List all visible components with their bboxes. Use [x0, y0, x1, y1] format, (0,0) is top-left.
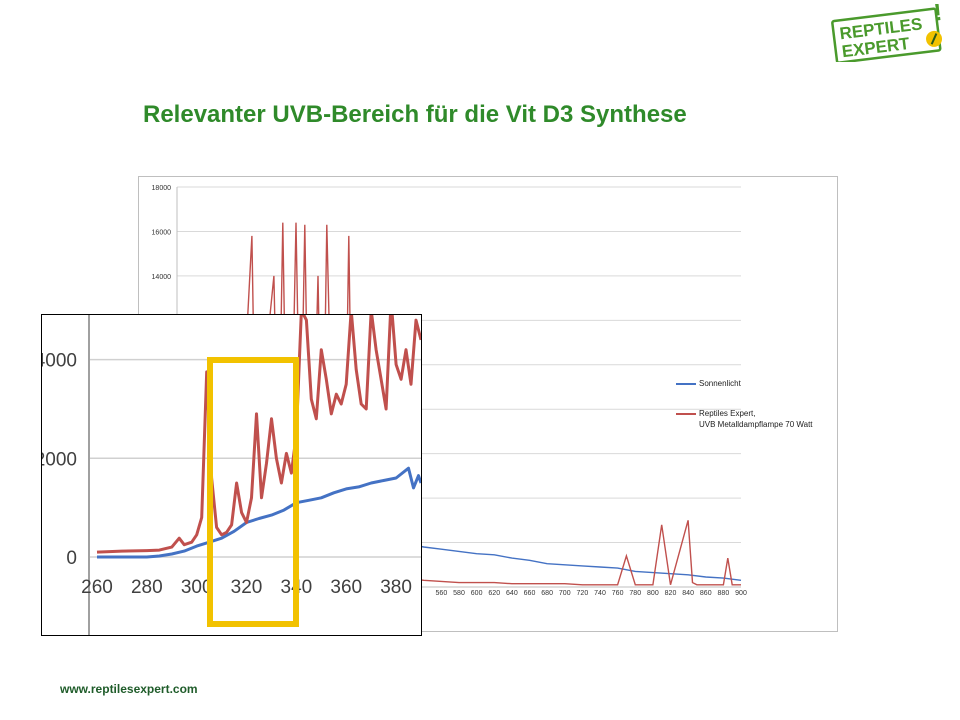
- logo-slash-icon: [930, 33, 938, 45]
- y-tick-label: 18000: [152, 185, 172, 192]
- x-tick-label: 800: [647, 590, 659, 597]
- inset-x-tick-label: 380: [380, 577, 412, 598]
- inset-series-line-lamp: [96, 315, 421, 554]
- legend-label-lamp: Reptiles Expert, UVB Metalldampflampe 70…: [699, 409, 813, 429]
- logo-exclamation: !: [932, 4, 943, 27]
- x-tick-label: 720: [577, 590, 589, 597]
- x-tick-label: 860: [700, 590, 712, 597]
- reptiles-expert-logo: REPTILES EXPERT !: [828, 0, 956, 64]
- x-tick-label: 660: [524, 590, 536, 597]
- footer-url[interactable]: www.reptilesexpert.com: [60, 682, 198, 696]
- inset-y-tick-label: 0: [66, 548, 77, 569]
- x-tick-label: 560: [436, 590, 448, 597]
- inset-y-tick-label: 2000: [42, 449, 77, 470]
- x-tick-label: 880: [718, 590, 730, 597]
- x-tick-label: 600: [471, 590, 483, 597]
- inset-x-tick-label: 300: [181, 577, 213, 598]
- x-tick-label: 580: [453, 590, 465, 597]
- inset-x-tick-label: 280: [131, 577, 163, 598]
- inset-x-tick-label: 320: [231, 577, 263, 598]
- inset-series-line-sonnenlicht: [97, 466, 421, 559]
- x-tick-label: 760: [612, 590, 624, 597]
- x-tick-label: 820: [665, 590, 677, 597]
- logo-graphic: REPTILES EXPERT !: [831, 0, 943, 64]
- x-tick-label: 680: [541, 590, 553, 597]
- inset-chart-svg: 020004000260280300320340360380: [42, 315, 421, 635]
- y-tick-label: 16000: [152, 229, 172, 236]
- inset-x-tick-label: 260: [81, 577, 113, 598]
- inset-uvb-zoom-chart: 020004000260280300320340360380: [41, 314, 422, 636]
- legend-label-sun: Sonnenlicht: [699, 379, 741, 388]
- x-tick-label: 780: [629, 590, 641, 597]
- x-tick-label: 840: [682, 590, 694, 597]
- x-tick-label: 620: [488, 590, 500, 597]
- x-tick-label: 740: [594, 590, 606, 597]
- x-tick-label: 700: [559, 590, 571, 597]
- legend-swatch-lamp: [676, 413, 696, 415]
- uvb-highlight-box: [207, 357, 299, 627]
- inset-y-tick-label: 4000: [42, 351, 77, 372]
- y-tick-label: 14000: [152, 274, 172, 281]
- inset-x-tick-label: 360: [330, 577, 362, 598]
- legend-swatch-sun: [676, 383, 696, 385]
- slide-title: Relevanter UVB-Bereich für die Vit D3 Sy…: [143, 101, 687, 128]
- x-tick-label: 640: [506, 590, 518, 597]
- x-tick-label: 900: [735, 590, 747, 597]
